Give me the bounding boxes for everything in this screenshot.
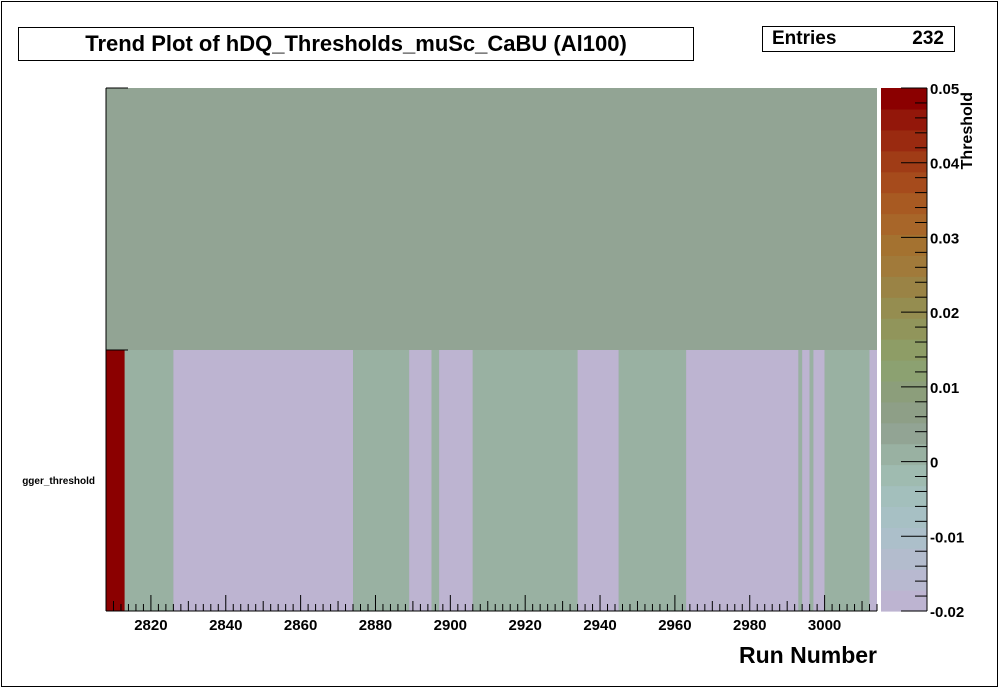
heatmap-cell [802, 350, 810, 611]
x-tick-label: 2920 [508, 617, 541, 634]
colorbar-segment [881, 548, 927, 570]
heatmap-cells [106, 88, 877, 611]
colorbar-tick-label: 0 [930, 455, 938, 472]
heatmap-cell [824, 350, 870, 611]
heatmap-cell [577, 350, 619, 611]
colorbar-segment [881, 422, 927, 445]
colorbar-tick-label: -0.01 [930, 529, 964, 546]
colorbar-segment [881, 443, 927, 466]
heatmap-cell [472, 350, 578, 611]
heatmap-cell [686, 350, 799, 611]
x-tick-label: 2960 [658, 617, 691, 634]
colorbar-segment [881, 150, 927, 173]
chart-title: Trend Plot of hDQ_Thresholds_muSc_CaBU (… [85, 31, 627, 56]
colorbar: -0.02 -0.01 0 0.01 0.02 0.03 0.04 0.05 [881, 81, 964, 621]
colorbar-segment [881, 380, 927, 403]
colorbar-segment [881, 192, 927, 215]
y-category-label: gger_threshold [22, 476, 95, 487]
heatmap-cell [439, 350, 473, 611]
colorbar-segment [881, 590, 927, 612]
colorbar-segment [881, 359, 927, 382]
heatmap-cell [798, 350, 803, 611]
colorbar-segment [881, 401, 927, 424]
axes: gger_threshold 2820 2840 2860 2880 2900 2920 29… [22, 87, 878, 634]
colorbar-tick-label: 0.01 [930, 380, 959, 397]
colorbar-segment [881, 485, 927, 507]
heatmap-cell [173, 350, 354, 611]
colorbar-segment [881, 318, 927, 340]
colorbar-segment [881, 234, 927, 256]
x-tick-label: 2820 [134, 617, 167, 634]
x-tick-label: 2900 [434, 617, 467, 634]
colorbar-tick-label: 0.04 [930, 156, 960, 173]
colorbar-segment [881, 339, 927, 361]
chart-title-box: Trend Plot of hDQ_Thresholds_muSc_CaBU (… [18, 27, 694, 61]
colorbar-segment [881, 297, 927, 319]
x-tick-label: 3000 [808, 617, 841, 634]
colorbar-segment [881, 129, 927, 152]
heatmap-cell [813, 350, 825, 611]
x-tick-label: 2880 [359, 617, 392, 634]
colorbar-tick-label: 0.05 [930, 81, 959, 98]
x-tick-label: 2840 [209, 617, 242, 634]
heatmap-cell [809, 350, 814, 611]
colorbar-segment [881, 88, 927, 110]
heatmap-cell [409, 350, 432, 611]
x-tick-label: 2940 [583, 617, 616, 634]
stats-entries-label: Entries [772, 28, 837, 49]
heatmap-cell [124, 350, 174, 611]
colorbar-label: Threshold [959, 92, 976, 169]
stats-entries-value: 232 [912, 28, 944, 49]
colorbar-segment [881, 108, 927, 131]
heatmap-cell [353, 350, 410, 611]
x-tick-label: 2860 [284, 617, 317, 634]
colorbar-segment [881, 464, 927, 487]
colorbar-segment [881, 171, 927, 194]
heatmap-cell [431, 350, 440, 611]
heatmap-cell [106, 350, 125, 611]
colorbar-segment [881, 276, 927, 298]
x-tick-label: 2980 [733, 617, 766, 634]
colorbar-segment [881, 213, 927, 236]
colorbar-segment [881, 527, 927, 549]
colorbar-tick-label: -0.02 [930, 604, 964, 621]
colorbar-segment [881, 506, 927, 528]
colorbar-segment [881, 569, 927, 591]
colorbar-tick-label: 0.02 [930, 305, 959, 322]
heatmap-cell [618, 350, 687, 611]
x-axis-label: Run Number [739, 642, 877, 668]
colorbar-tick-label: 0.03 [930, 230, 959, 247]
stats-box: Entries 232 [762, 26, 955, 52]
colorbar-segment [881, 255, 927, 277]
heatmap-cell [869, 350, 877, 611]
